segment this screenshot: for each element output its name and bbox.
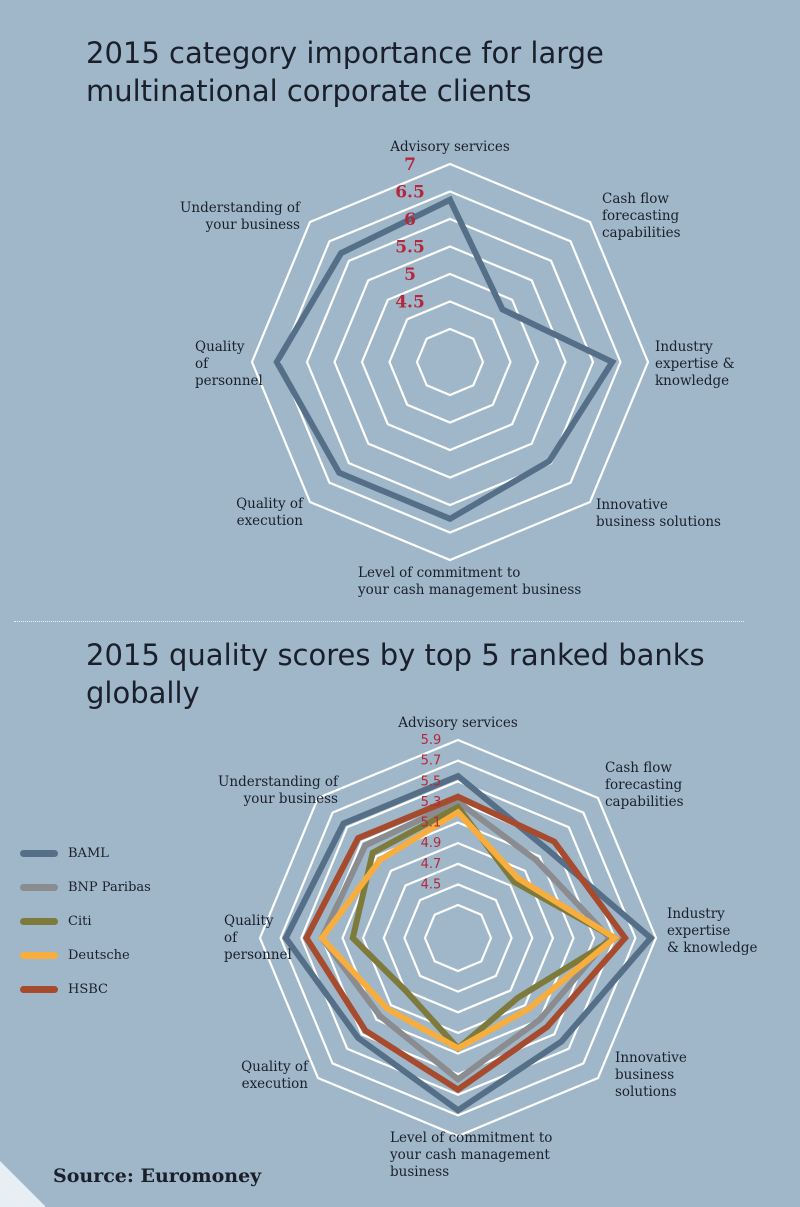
- legend-item-baml: BAML: [20, 836, 151, 870]
- legend-label: Citi: [68, 913, 92, 929]
- axis-label-innovative-business-solutions: Innovative business solutions: [596, 497, 721, 530]
- axis-label-quality-of-execution: Quality of execution: [236, 496, 304, 529]
- grid-ring: [382, 862, 534, 1014]
- source-note: Source: Euromoney: [53, 1165, 262, 1187]
- chart-title-quality: 2015 quality scores by top 5 ranked bank…: [86, 638, 705, 710]
- tick-label: 6.5: [395, 183, 425, 203]
- legend-item-deutsche: Deutsche: [20, 938, 151, 972]
- radar-grid: [250, 162, 650, 562]
- chart-title-importance: 2015 category importance for large multi…: [86, 36, 604, 108]
- tick-label: 4.7: [421, 857, 442, 872]
- legend-label: BAML: [68, 845, 109, 861]
- axis-label-understanding-of-your-business: Understanding of your business: [180, 200, 301, 233]
- section-divider: [14, 621, 744, 622]
- tick-label: 5: [404, 265, 416, 285]
- axis-label-quality-of-personnel: Quality of personnel: [224, 913, 292, 963]
- tick-label: 7: [404, 155, 416, 175]
- grid-ring: [333, 245, 567, 479]
- axis-label-industry-expertise-knowledge: Industry expertise & knowledge: [667, 906, 757, 956]
- legend-label: Deutsche: [68, 947, 130, 963]
- axis-label-advisory-services: Advisory services: [397, 715, 518, 731]
- legend-swatch: [20, 883, 58, 891]
- axis-label-cash-flow-forecasting-capabilities: Cash flow forecasting capabilities: [605, 760, 684, 810]
- series-line-deutsche: [318, 808, 620, 1052]
- series-line-0: [273, 195, 617, 523]
- grid-ring: [361, 841, 555, 1035]
- grid-ring: [388, 300, 512, 424]
- series-line-hsbc: [302, 793, 629, 1094]
- legend-swatch: [20, 917, 58, 925]
- tick-label: 5.1: [421, 816, 442, 831]
- corner-fold: [0, 1161, 46, 1207]
- grid-ring: [403, 883, 513, 993]
- axis-label-innovative-business-solutions: Innovative business solutions: [615, 1050, 687, 1100]
- legend-label: HSBC: [68, 981, 108, 997]
- axis-label-cash-flow-forecasting-capabilities: Cash flow forecasting capabilities: [602, 191, 681, 241]
- legend: BAML BNP Paribas Citi Deutsche HSBC: [20, 836, 151, 1006]
- tick-label: 5.9: [421, 733, 442, 748]
- tick-label: 4.5: [421, 877, 442, 892]
- grid-ring: [305, 217, 595, 507]
- axis-label-industry-expertise-knowledge: Industry expertise & knowledge: [655, 339, 735, 389]
- legend-item-citi: Citi: [20, 904, 151, 938]
- tick-label: 4.5: [395, 293, 425, 313]
- grid-ring: [415, 327, 485, 397]
- grid-ring: [278, 190, 622, 534]
- grid-ring: [423, 903, 493, 973]
- legend-label: BNP Paribas: [68, 879, 151, 895]
- axis-label-quality-of-personnel: Quality of personnel: [195, 339, 263, 389]
- tick-label: 5.7: [421, 754, 442, 769]
- grid-ring: [279, 759, 637, 1117]
- legend-item-bnp-paribas: BNP Paribas: [20, 870, 151, 904]
- grid-ring: [300, 780, 616, 1096]
- tick-label: 5.5: [421, 774, 442, 789]
- legend-swatch: [20, 985, 58, 993]
- legend-swatch: [20, 951, 58, 959]
- axis-label-advisory-services: Advisory services: [389, 139, 510, 155]
- grid-ring: [250, 162, 650, 562]
- legend-swatch: [20, 849, 58, 857]
- axis-label-understanding-of-your-business: Understanding of your business: [218, 774, 339, 807]
- tick-label: 4.9: [421, 836, 442, 851]
- series-line-bnp-paribas: [318, 798, 614, 1084]
- legend-item-hsbc: HSBC: [20, 972, 151, 1006]
- tick-label: 5.3: [421, 795, 442, 810]
- grid-ring: [258, 738, 658, 1138]
- axis-label-level-of-commitment-to-your-cash-management-business: Level of commitment to your cash manageme…: [389, 1130, 552, 1180]
- axis-label-quality-of-execution: Quality of execution: [241, 1059, 309, 1092]
- tick-label: 5.5: [395, 238, 425, 258]
- tick-label: 6: [404, 210, 416, 230]
- axis-label-level-of-commitment-to-your-cash-management-business: Level of commitment to your cash manageme…: [357, 565, 581, 598]
- grid-ring: [320, 800, 596, 1076]
